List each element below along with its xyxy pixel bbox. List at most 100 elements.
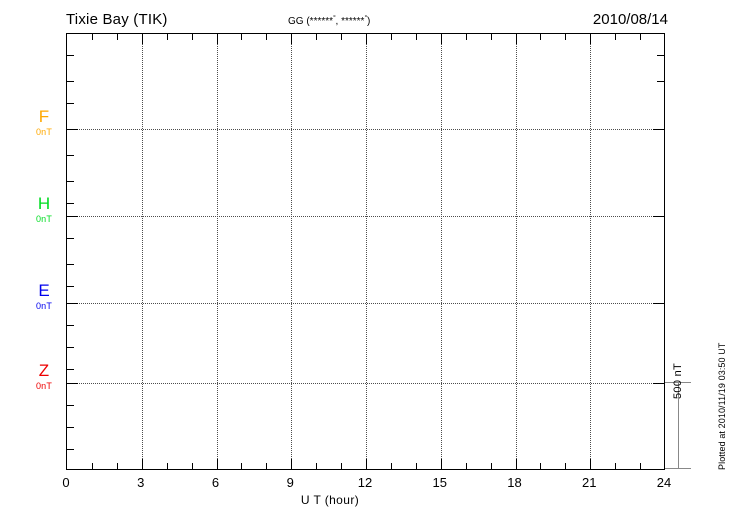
x-tick-label-0: 0 <box>62 475 70 490</box>
x-tick-top-major-9 <box>291 34 293 44</box>
x-tick-label-21: 21 <box>582 475 597 490</box>
scale-bar-cap-top <box>665 382 691 383</box>
latitude-degree-symbol: ° <box>333 15 336 22</box>
gridline-vertical-12 <box>366 34 367 469</box>
y-tick-minor <box>67 264 74 265</box>
x-tick-minor-2 <box>116 463 118 469</box>
y-tick-minor <box>67 347 74 348</box>
x-tick-top-minor-10 <box>316 34 318 40</box>
coords-prefix: GG <box>288 16 304 27</box>
gridline-vertical-9 <box>291 34 293 469</box>
observation-date: 2010/08/14 <box>592 11 668 28</box>
component-letter-z: Z <box>38 361 50 380</box>
gridline-vertical-6 <box>216 34 218 469</box>
x-tick-top-minor-8 <box>266 34 268 40</box>
y-tick-minor <box>67 369 74 370</box>
x-tick-top-major-12 <box>366 34 367 44</box>
x-tick-top-minor-5 <box>191 34 193 40</box>
x-tick-top-minor-7 <box>241 34 243 40</box>
y-tick-major-h <box>67 216 78 217</box>
y-tick-minor <box>67 55 74 56</box>
page-title: Tixie Bay (TIK) <box>66 11 168 28</box>
x-tick-minor-19 <box>540 463 542 469</box>
x-tick-major-9 <box>291 459 293 469</box>
gridline-vertical-3 <box>141 34 143 469</box>
x-tick-label-24: 24 <box>656 475 672 490</box>
x-tick-top-minor-14 <box>415 34 417 40</box>
y-tick-minor <box>67 181 74 182</box>
x-tick-major-21 <box>590 459 592 469</box>
x-axis-title: U T (hour) <box>0 493 730 507</box>
baseline-gridline-f <box>67 129 664 130</box>
x-tick-minor-17 <box>490 463 492 469</box>
y-tick-minor <box>67 203 74 204</box>
x-tick-top-major-15 <box>440 34 442 44</box>
x-tick-minor-11 <box>341 463 343 469</box>
x-tick-top-major-21 <box>590 34 592 44</box>
component-baseline-value-z: 0nT <box>35 381 53 391</box>
x-tick-minor-22 <box>615 463 617 469</box>
magnetogram-plot-area <box>66 33 665 470</box>
x-tick-major-18 <box>515 459 517 469</box>
baseline-gridline-z <box>67 383 664 384</box>
x-tick-major-12 <box>366 459 367 469</box>
y-tick-minor <box>67 325 74 326</box>
longitude-degree-symbol: ° <box>364 15 367 22</box>
y-tick-major-f <box>67 129 78 130</box>
x-tick-top-minor-19 <box>540 34 542 40</box>
plotted-at-timestamp: Plotted at 2010/11/19 03:50 UT <box>717 342 727 470</box>
x-tick-label-3: 3 <box>137 475 145 490</box>
y-tick-right-minor <box>657 81 664 82</box>
component-baseline-value-f: 0nT <box>35 127 53 137</box>
y-tick-right-major-z <box>653 383 664 384</box>
x-tick-minor-20 <box>565 463 567 469</box>
y-tick-minor <box>67 81 74 82</box>
y-tick-right-major-h <box>653 216 664 217</box>
x-tick-top-major-3 <box>141 34 143 44</box>
coords-latitude: ****** <box>309 16 334 27</box>
x-tick-minor-13 <box>390 463 392 469</box>
y-tick-minor <box>67 286 74 287</box>
component-letter-h: H <box>37 194 51 213</box>
x-tick-minor-14 <box>415 463 417 469</box>
scale-bar <box>678 382 679 468</box>
component-baseline-value-h: 0nT <box>35 214 53 224</box>
y-tick-minor <box>67 238 74 239</box>
scale-bar-label: 500 nT <box>672 362 684 399</box>
x-tick-top-major-18 <box>515 34 517 44</box>
x-tick-top-minor-11 <box>341 34 343 40</box>
y-tick-right-major-f <box>653 129 664 130</box>
x-tick-minor-5 <box>191 463 193 469</box>
x-tick-top-minor-16 <box>465 34 467 40</box>
gridline-vertical-18 <box>515 34 517 469</box>
x-tick-minor-16 <box>465 463 467 469</box>
y-tick-minor <box>67 449 74 450</box>
x-tick-major-15 <box>440 459 442 469</box>
x-tick-major-3 <box>141 459 143 469</box>
x-tick-top-minor-2 <box>116 34 118 40</box>
gridline-vertical-21 <box>590 34 592 469</box>
x-tick-label-18: 18 <box>507 475 522 490</box>
geographic-coordinates: GG (******°, ******°) <box>288 15 371 27</box>
y-tick-major-z <box>67 383 78 384</box>
x-tick-top-minor-1 <box>91 34 93 40</box>
y-tick-right-minor <box>657 55 664 56</box>
x-tick-top-minor-20 <box>565 34 567 40</box>
x-tick-minor-23 <box>640 463 642 469</box>
x-tick-minor-1 <box>91 463 93 469</box>
coords-longitude: ****** <box>341 16 365 27</box>
x-tick-major-6 <box>216 459 218 469</box>
x-tick-minor-7 <box>241 463 243 469</box>
x-tick-top-minor-22 <box>615 34 617 40</box>
x-tick-top-minor-13 <box>390 34 392 40</box>
y-tick-minor <box>67 405 74 406</box>
x-tick-top-minor-17 <box>490 34 492 40</box>
baseline-gridline-e <box>67 303 664 304</box>
scale-bar-cap-bottom <box>665 468 691 469</box>
y-tick-major-e <box>67 303 78 304</box>
y-tick-minor <box>67 427 74 428</box>
component-letter-f: F <box>38 107 50 126</box>
gridline-vertical-15 <box>440 34 442 469</box>
component-label-z: Z 0nT <box>24 362 64 391</box>
component-letter-e: E <box>38 281 50 300</box>
